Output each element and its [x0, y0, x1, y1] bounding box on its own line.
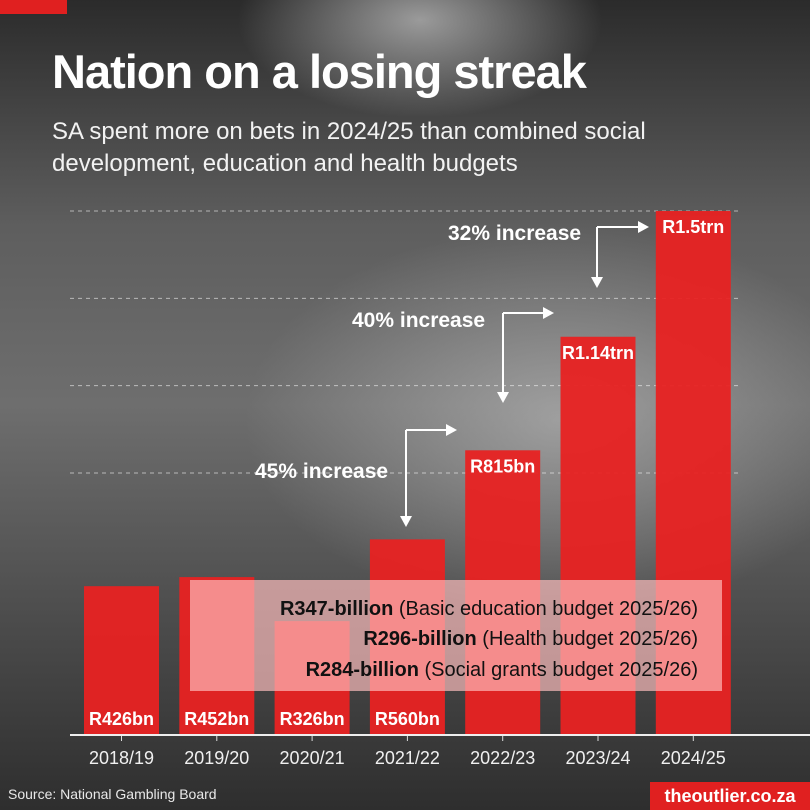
x-tick-label: 2022/23 [470, 748, 535, 768]
budget-reference-box [190, 580, 722, 691]
arrowhead [543, 307, 554, 319]
annotation-label: 32% increase [448, 222, 581, 245]
brand-accent-bar [0, 0, 67, 14]
arrowhead [446, 424, 457, 436]
annotation-label: 45% increase [255, 460, 388, 483]
budget-line: R284-billion (Social grants budget 2025/… [306, 659, 698, 681]
data-label: R326bn [280, 709, 345, 729]
arrow-32 [596, 226, 640, 279]
arrowhead [638, 221, 649, 233]
x-tick-label: 2020/21 [280, 748, 345, 768]
bar-2018/19 [84, 586, 159, 735]
chart-subtitle: SA spent more on bets in 2024/25 than co… [52, 118, 646, 177]
arrow-45 [405, 429, 448, 518]
data-label: R1.5trn [662, 217, 724, 237]
arrowhead [497, 392, 509, 403]
x-tick-label: 2018/19 [89, 748, 154, 768]
chart-title: Nation on a losing streak [52, 45, 587, 98]
budget-line: R347-billion (Basic education budget 202… [280, 598, 698, 620]
source-note: Source: National Gambling Board [8, 786, 217, 802]
brand-link[interactable]: theoutlier.co.za [650, 782, 810, 810]
data-label: R426bn [89, 709, 154, 729]
data-label: R452bn [184, 709, 249, 729]
x-tick-label: 2021/22 [375, 748, 440, 768]
data-label: R560bn [375, 709, 440, 729]
budget-line: R296-billion (Health budget 2025/26) [363, 628, 698, 650]
data-label: R1.14trn [562, 343, 634, 363]
arrowhead [591, 277, 603, 288]
x-tick-label: 2024/25 [661, 748, 726, 768]
data-label: R815bn [470, 456, 535, 476]
annotation-label: 40% increase [352, 309, 485, 332]
arrow-40 [502, 312, 545, 394]
arrowhead [400, 516, 412, 527]
x-tick-label: 2023/24 [565, 748, 630, 768]
x-tick-label: 2019/20 [184, 748, 249, 768]
